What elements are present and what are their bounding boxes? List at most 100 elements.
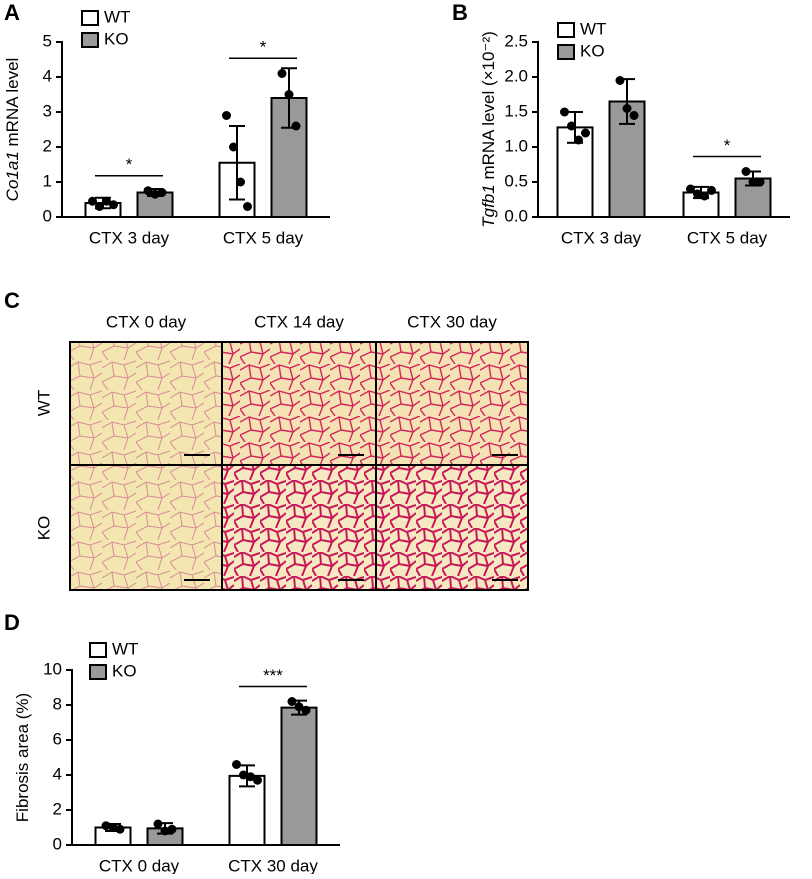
data-point [693, 189, 702, 199]
data-point [294, 702, 304, 712]
micrograph [70, 465, 222, 590]
legend-swatch [81, 10, 99, 26]
data-point [243, 202, 252, 211]
y-tick-label: 0 [43, 206, 52, 225]
data-point [741, 167, 751, 176]
data-point [581, 128, 590, 138]
y-tick-label: 4 [43, 66, 52, 85]
y-axis-label-text: mRNA level [3, 58, 22, 152]
data-point [239, 770, 248, 780]
legend-swatch [81, 32, 99, 48]
y-axis-label-text: Fibrosis area (%) [13, 693, 32, 822]
data-point [232, 760, 241, 769]
row-label: WT [34, 390, 53, 416]
y-tick-label: 5 [43, 31, 52, 50]
bar [280, 706, 318, 846]
y-tick-label: 2 [53, 799, 62, 818]
significance-label: * [126, 155, 133, 174]
data-point [108, 823, 118, 832]
data-point [567, 121, 576, 131]
y-tick-label: 1.0 [504, 136, 528, 155]
data-point [755, 177, 765, 187]
y-tick-label: 6 [53, 729, 62, 748]
micrograph [222, 342, 376, 465]
column-label: CTX 14 day [254, 312, 344, 331]
y-axis-label: Co1a1 mRNA level [3, 58, 22, 202]
data-point [88, 196, 97, 206]
data-point [109, 200, 118, 210]
data-point [277, 69, 287, 78]
data-point [153, 819, 163, 829]
data-point [686, 184, 695, 194]
data-point [157, 188, 167, 197]
data-point [615, 76, 625, 85]
data-point [222, 111, 231, 120]
data-point [560, 107, 569, 117]
histology-grid: CTX 0 day CTX 14 day CTX 30 day WT KO [34, 312, 529, 591]
data-point [229, 142, 238, 152]
data-point [115, 824, 125, 834]
data-point [574, 135, 583, 145]
panel-letter: B [452, 0, 468, 25]
legend-label: WT [580, 19, 606, 38]
legend-label: KO [112, 661, 137, 680]
data-point [167, 824, 177, 834]
y-tick-label: 2.0 [504, 66, 528, 85]
y-tick-label: 0.0 [504, 206, 528, 225]
significance-label: * [724, 136, 731, 155]
legend-swatch [557, 44, 575, 60]
micrograph [70, 342, 222, 465]
data-point [95, 202, 104, 211]
legend-swatch [557, 22, 575, 38]
data-point [160, 826, 170, 836]
y-tick-label: 0.5 [504, 171, 528, 190]
significance-label: *** [263, 666, 283, 685]
data-point [253, 775, 262, 785]
legend-label: KO [580, 41, 605, 60]
y-axis-label-text: mRNA level (×10⁻²) [479, 31, 498, 184]
data-point [707, 185, 716, 195]
error-bar [229, 125, 245, 201]
data-point [236, 177, 245, 187]
y-tick-label: 0 [53, 834, 62, 853]
x-tick-label: CTX 3 day [89, 228, 170, 247]
micrograph [376, 465, 528, 590]
data-point [150, 189, 160, 199]
panel-letter: C [4, 288, 20, 313]
data-point [622, 104, 632, 113]
y-tick-label: 10 [43, 659, 62, 678]
x-tick-label: CTX 3 day [561, 228, 642, 247]
data-point [301, 705, 311, 715]
legend-swatch [89, 664, 107, 680]
column-label: CTX 30 day [407, 312, 497, 331]
panel-letter: D [4, 610, 20, 635]
data-point [246, 772, 255, 782]
y-axis-label-gene: Co1a1 [3, 151, 22, 201]
y-tick-label: 2.5 [504, 31, 528, 50]
x-tick-label: CTX 5 day [223, 228, 304, 247]
y-axis-label: Tgfb1 mRNA level (×10⁻²) [479, 31, 498, 228]
data-point [748, 177, 758, 187]
column-label: CTX 0 day [106, 312, 187, 331]
legend-label: KO [104, 29, 129, 48]
micrograph [376, 342, 528, 465]
data-point [700, 191, 709, 201]
data-point [284, 90, 294, 99]
x-tick-label: CTX 0 day [99, 856, 180, 874]
row-label: KO [34, 516, 53, 541]
data-point [287, 697, 297, 706]
legend-swatch [89, 642, 107, 658]
data-point [629, 111, 639, 120]
y-tick-label: 1.5 [504, 101, 528, 120]
y-tick-label: 3 [43, 101, 52, 120]
data-point [291, 121, 301, 131]
data-point [101, 821, 111, 831]
y-tick-label: 4 [53, 764, 62, 783]
micrograph [222, 465, 376, 590]
legend-label: WT [112, 639, 138, 658]
y-axis-label: Fibrosis area (%) [13, 693, 32, 822]
y-tick-label: 2 [43, 136, 52, 155]
x-tick-label: CTX 30 day [228, 856, 318, 874]
x-tick-label: CTX 5 day [687, 228, 768, 247]
panel-letter: A [4, 0, 20, 25]
